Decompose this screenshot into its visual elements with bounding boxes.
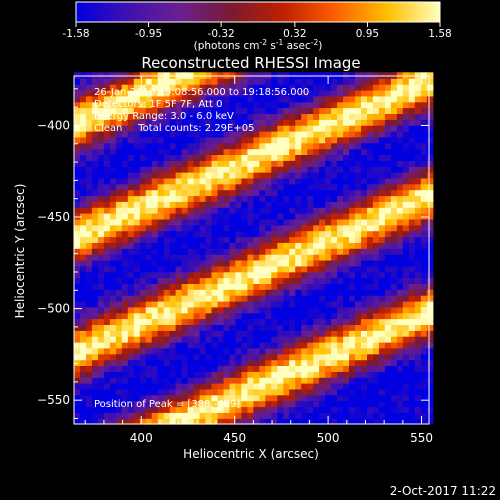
heatmap-image: [74, 72, 434, 425]
x-tick-label: 500: [317, 431, 340, 445]
annotations: 26-Jan-2016 19:08:56.000 to 19:18:56.000…: [94, 87, 309, 410]
annotation-time-range: 26-Jan-2016 19:08:56.000 to 19:18:56.000: [94, 87, 309, 98]
y-axis-label: Heliocentric Y (arcsec): [13, 184, 27, 319]
colorbar-tick-label: -1.58: [62, 28, 89, 40]
x-tick-label: 400: [130, 431, 153, 445]
annotation-detectors: Detectors: 1F 5F 7F, Att 0: [94, 99, 222, 110]
colorbar: -1.58 -0.95 -0.32 0.32 0.95 1.58 (photons cm-…: [62, 1, 452, 52]
footer-timestamp: 2-Oct-2017 11:22: [390, 484, 496, 498]
x-tick-label: 550: [410, 431, 433, 445]
colorbar-frame: [75, 1, 441, 23]
y-axis-ticks: −400 −450 −500 −550: [37, 88, 429, 420]
chart-title: Reconstructed RHESSI Image: [141, 54, 360, 72]
y-tick-label: −450: [37, 210, 70, 224]
annotation-clean-counts: Clean Total counts: 2.29E+05: [94, 123, 254, 134]
colorbar-tick-label: 0.32: [283, 28, 306, 40]
y-tick-label: −400: [37, 118, 70, 132]
colorbar-tick-label: 1.58: [428, 28, 451, 40]
plot-frame: [73, 75, 430, 425]
x-tick-label: 450: [223, 431, 246, 445]
y-tick-label: −500: [37, 302, 70, 316]
colorbar-units-label: (photons cm-2 s-1 asec-2): [194, 38, 323, 52]
annotation-peak-position: Position of Peak = [388,-499]: [94, 399, 240, 410]
annotation-energy-range: Energy Range: 3.0 - 6.0 keV: [94, 111, 234, 122]
y-tick-label: −550: [37, 393, 70, 407]
colorbar-ticks: -1.58 -0.95 -0.32 0.32 0.95 1.58: [62, 22, 452, 40]
x-axis-ticks: 400 450 500 550: [84, 76, 433, 445]
colorbar-tick-label: -0.32: [208, 28, 235, 40]
x-axis-label: Heliocentric X (arcsec): [183, 447, 319, 461]
colorbar-gradient: [76, 2, 440, 22]
colorbar-tick-label: -0.95: [135, 28, 162, 40]
colorbar-tick-label: 0.95: [356, 28, 379, 40]
